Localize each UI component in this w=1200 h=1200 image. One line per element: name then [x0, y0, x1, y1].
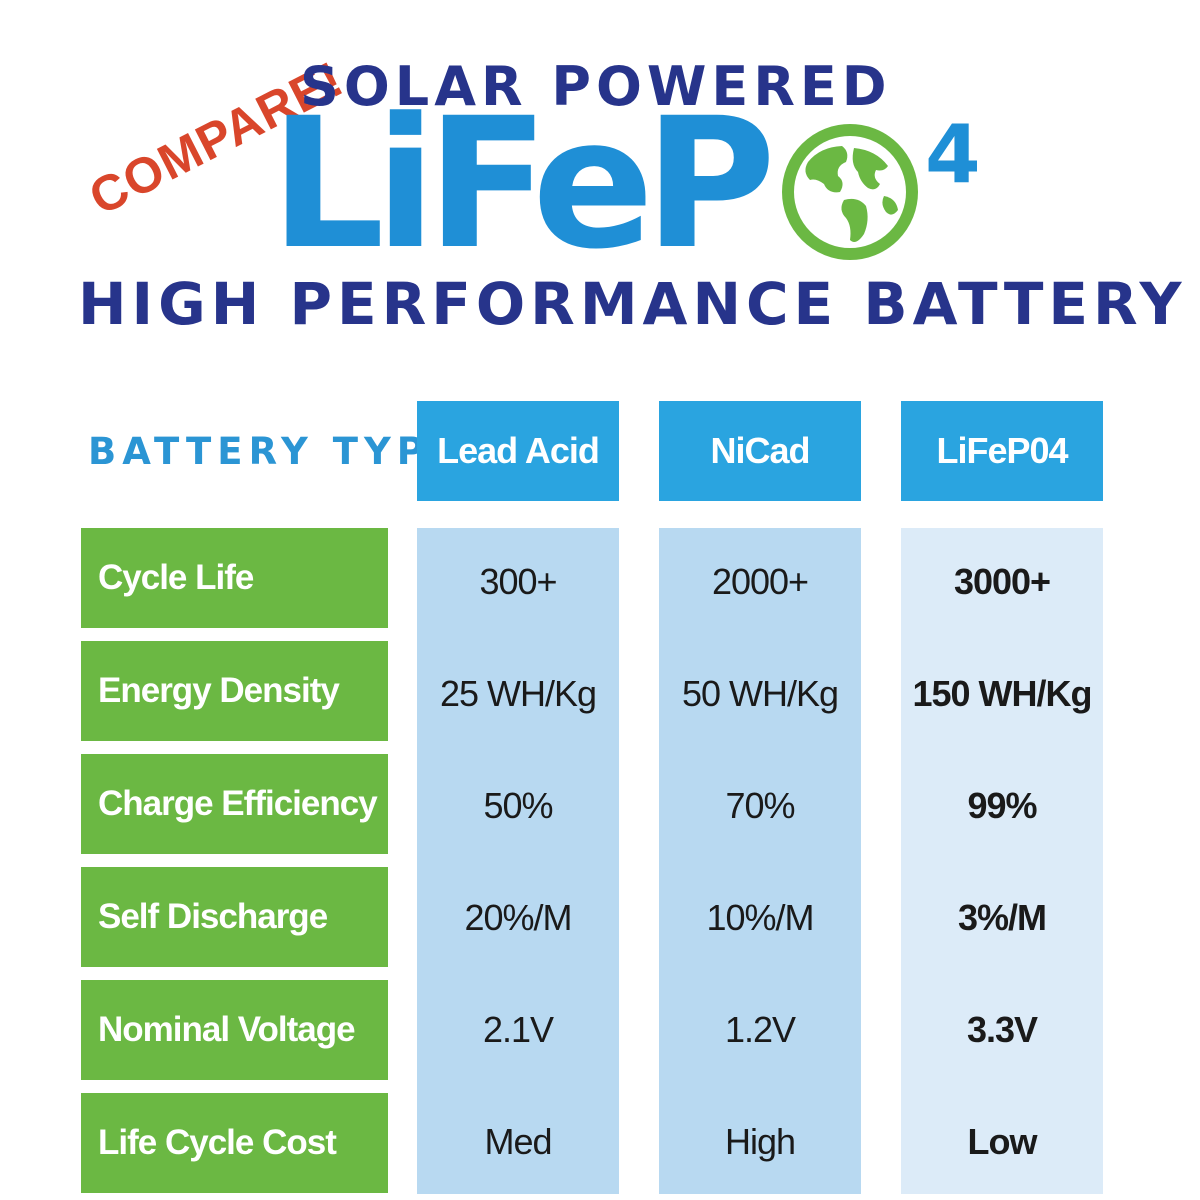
cell-lifepo4-cycle-life: 3000+ — [953, 561, 1051, 602]
cell-nicad-self-discharge: 10%/M — [706, 897, 814, 938]
brand-logo: LiFeP 4 — [270, 80, 1010, 289]
solar-powered-title: SOLAR POWERED — [300, 55, 892, 118]
row-label-cycle-life: Cycle Life — [81, 528, 388, 628]
battery-type-label: BATTERY TYPE — [88, 430, 462, 473]
column-body-nicad — [659, 528, 861, 1194]
globe-icon — [782, 124, 918, 260]
cell-lifepo4-charge-efficiency: 99% — [967, 785, 1037, 826]
row-label-charge-efficiency: Charge Efficiency — [81, 754, 388, 854]
cell-lifepo4-nominal-voltage: 3.3V — [966, 1009, 1038, 1050]
cell-nicad-life-cycle-cost: High — [724, 1121, 796, 1162]
cell-lifepo4-self-discharge: 3%/M — [957, 897, 1047, 938]
cell-nicad-charge-efficiency: 70% — [725, 785, 795, 826]
row-label-self-discharge: Self Discharge — [81, 867, 388, 967]
brand-subscript: 4 — [925, 108, 981, 201]
cell-lifepo4-life-cycle-cost: Low — [967, 1121, 1038, 1162]
column-header-nicad: NiCad — [659, 401, 861, 501]
column-header-lifepo4: LiFeP04 — [901, 401, 1103, 501]
cell-lead-acid-life-cycle-cost: Med — [484, 1121, 552, 1162]
cell-lead-acid-charge-efficiency: 50% — [483, 785, 553, 826]
cell-lead-acid-self-discharge: 20%/M — [464, 897, 572, 938]
column-body-lead-acid — [417, 528, 619, 1194]
cell-lifepo4-energy-density: 150 WH/Kg — [912, 673, 1092, 714]
cell-nicad-cycle-life: 2000+ — [711, 561, 809, 602]
row-label-energy-density: Energy Density — [81, 641, 388, 741]
cell-nicad-energy-density: 50 WH/Kg — [681, 673, 839, 714]
cell-lead-acid-cycle-life: 300+ — [479, 561, 557, 602]
cell-lead-acid-nominal-voltage: 2.1V — [482, 1009, 554, 1050]
column-body-lifepo4 — [901, 528, 1103, 1194]
row-label-nominal-voltage: Nominal Voltage — [81, 980, 388, 1080]
column-header-lead-acid: Lead Acid — [417, 401, 619, 501]
cell-nicad-nominal-voltage: 1.2V — [724, 1009, 796, 1050]
tagline: HIGH PERFORMANCE BATTERY — [78, 270, 1187, 338]
cell-lead-acid-energy-density: 25 WH/Kg — [439, 673, 597, 714]
brand-text: LiFeP — [270, 80, 776, 289]
row-label-life-cycle-cost: Life Cycle Cost — [81, 1093, 388, 1193]
